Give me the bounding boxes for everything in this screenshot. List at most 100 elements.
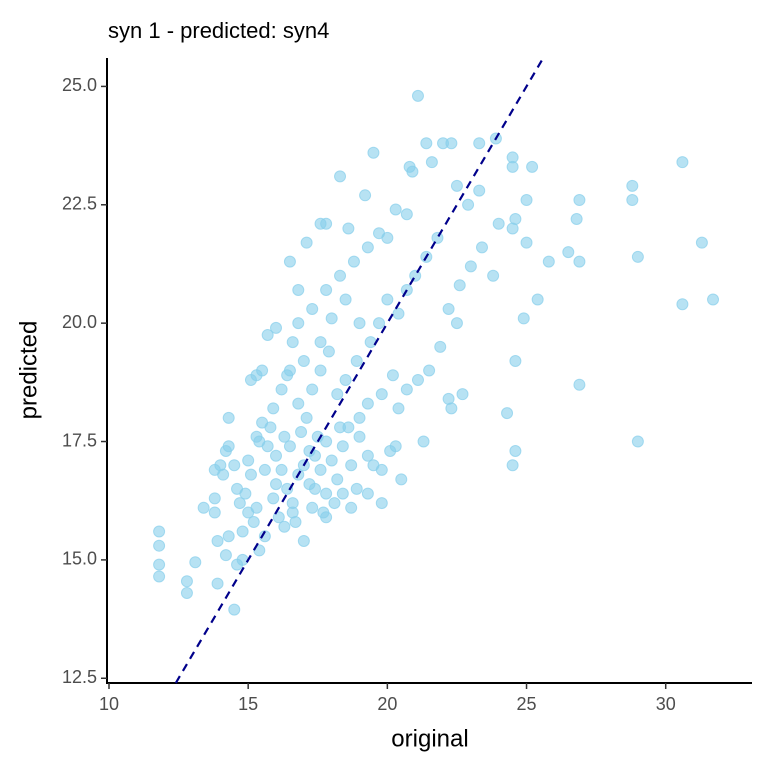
point <box>242 454 255 467</box>
point <box>320 284 333 297</box>
point <box>626 179 639 192</box>
point <box>292 317 305 330</box>
point <box>222 530 235 543</box>
point <box>153 558 166 571</box>
point <box>373 317 386 330</box>
point <box>501 407 514 420</box>
point <box>542 255 555 268</box>
point <box>236 525 249 538</box>
reference-line <box>174 57 545 684</box>
point <box>562 246 575 259</box>
x-tick-label: 20 <box>377 694 397 714</box>
point <box>270 321 283 334</box>
point <box>153 570 166 583</box>
point <box>375 388 388 401</box>
point <box>506 222 519 235</box>
point <box>281 482 294 495</box>
point <box>400 383 413 396</box>
point <box>297 534 310 547</box>
point <box>278 430 291 443</box>
x-tick-label: 15 <box>238 694 258 714</box>
point <box>420 137 433 150</box>
point <box>331 473 344 486</box>
point <box>453 279 466 292</box>
point <box>464 260 477 273</box>
point <box>345 459 358 472</box>
point <box>361 241 374 254</box>
point <box>306 501 319 514</box>
point <box>283 255 296 268</box>
point <box>450 317 463 330</box>
y-tick-label: 25.0 <box>62 75 97 95</box>
point <box>373 227 386 240</box>
point <box>328 497 341 510</box>
point <box>250 430 263 443</box>
point <box>258 463 271 476</box>
point <box>411 89 424 102</box>
point <box>306 302 319 315</box>
point <box>308 482 321 495</box>
point <box>531 293 544 306</box>
point <box>228 603 241 616</box>
point <box>153 525 166 538</box>
point <box>208 506 221 519</box>
point <box>462 198 475 211</box>
point <box>180 587 193 600</box>
point <box>342 222 355 235</box>
point <box>361 487 374 500</box>
y-tick-label: 20.0 <box>62 312 97 332</box>
point <box>676 298 689 311</box>
point <box>526 160 539 173</box>
point <box>626 194 639 207</box>
point <box>361 449 374 462</box>
point <box>153 539 166 552</box>
point <box>278 520 291 533</box>
point <box>384 444 397 457</box>
y-tick-label: 15.0 <box>62 549 97 569</box>
point <box>286 336 299 349</box>
point <box>292 284 305 297</box>
point <box>295 426 308 439</box>
point <box>300 236 313 249</box>
point <box>275 383 288 396</box>
point <box>570 212 583 225</box>
point <box>267 402 280 415</box>
point <box>423 364 436 377</box>
point <box>353 430 366 443</box>
point <box>509 355 522 368</box>
point <box>361 397 374 410</box>
point <box>350 482 363 495</box>
point <box>473 184 486 197</box>
point <box>314 463 327 476</box>
point <box>208 492 221 505</box>
point <box>336 487 349 500</box>
point <box>367 459 380 472</box>
x-axis-title: original <box>391 725 468 752</box>
x-tick-label: 25 <box>517 694 537 714</box>
point <box>334 269 347 282</box>
point <box>320 487 333 500</box>
point <box>359 189 372 202</box>
y-axis-title: predicted <box>15 321 42 420</box>
point <box>475 241 488 254</box>
point <box>392 402 405 415</box>
point <box>411 373 424 386</box>
chart-title: syn 1 - predicted: syn4 <box>108 18 329 43</box>
point <box>520 236 533 249</box>
point <box>375 497 388 510</box>
point <box>211 534 224 547</box>
point <box>219 549 232 562</box>
point <box>270 478 283 491</box>
y-tick-label: 17.5 <box>62 430 97 450</box>
point <box>573 194 586 207</box>
point <box>283 440 296 453</box>
point <box>320 435 333 448</box>
point <box>386 369 399 382</box>
point <box>292 397 305 410</box>
point <box>339 373 352 386</box>
point <box>314 336 327 349</box>
point <box>275 463 288 476</box>
point <box>409 269 422 282</box>
